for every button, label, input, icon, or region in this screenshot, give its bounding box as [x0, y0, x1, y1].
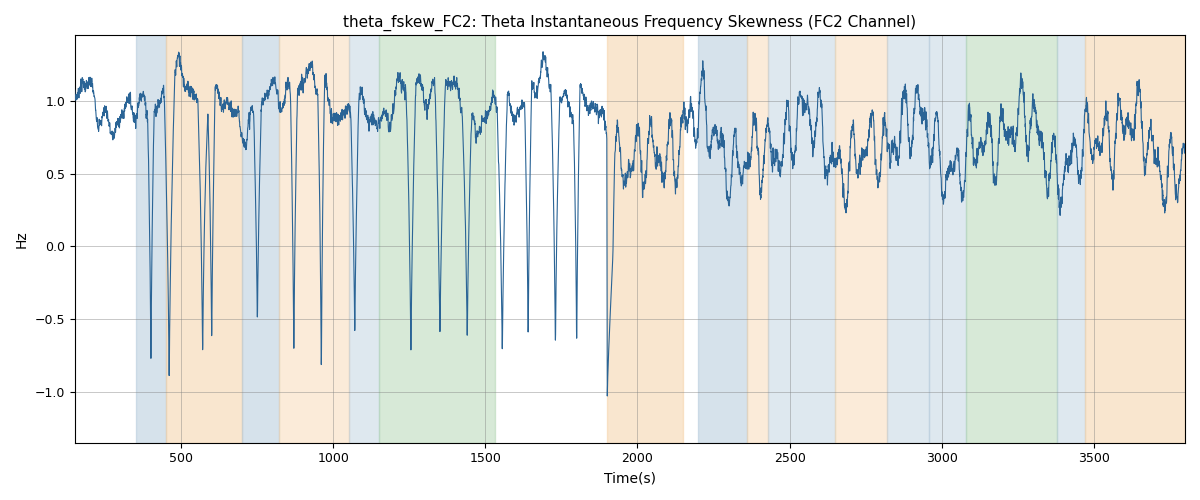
Bar [379, 36, 494, 442]
Bar [1057, 36, 1085, 442]
Bar [1085, 36, 1186, 442]
Bar [242, 36, 278, 442]
Bar [930, 36, 966, 442]
Bar [278, 36, 348, 442]
Bar [835, 36, 887, 442]
Bar [966, 36, 1057, 442]
Bar [607, 36, 683, 442]
Bar [348, 36, 379, 442]
Y-axis label: Hz: Hz [14, 230, 29, 248]
Bar [698, 36, 746, 442]
Bar [136, 36, 166, 442]
X-axis label: Time(s): Time(s) [604, 471, 656, 485]
Bar [166, 36, 242, 442]
Bar [746, 36, 768, 442]
Bar [887, 36, 930, 442]
Bar [768, 36, 835, 442]
Title: theta_fskew_FC2: Theta Instantaneous Frequency Skewness (FC2 Channel): theta_fskew_FC2: Theta Instantaneous Fre… [343, 15, 917, 31]
